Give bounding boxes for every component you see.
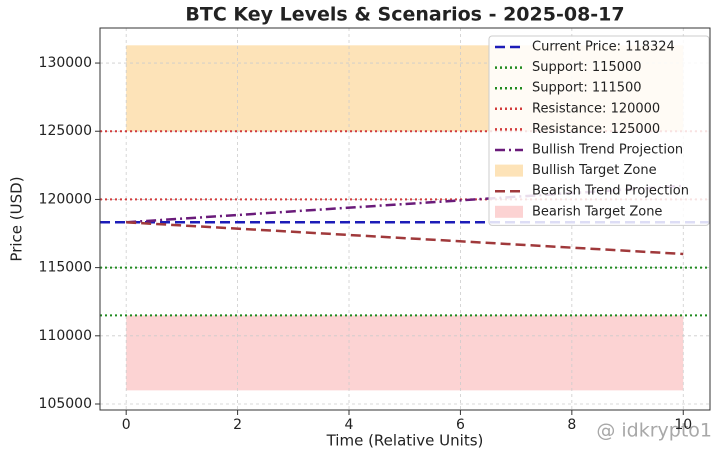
plot-frame	[99, 27, 711, 411]
legend: Current Price: 118324 Support: 115000 Supp…	[488, 35, 710, 226]
y-tick-label: 125000	[39, 123, 92, 139]
y-tick-label: 110000	[39, 328, 92, 344]
x-tick-label: 8	[567, 417, 576, 433]
x-tick-label: 0	[122, 417, 131, 433]
legend-label: Bullish Target Zone	[532, 163, 657, 178]
y-axis-label: Price (USD)	[8, 176, 26, 261]
target-zone	[126, 315, 684, 391]
x-tick-label: 6	[456, 417, 465, 433]
legend-swatch	[495, 205, 523, 218]
x-tick-label: 10	[674, 417, 692, 433]
legend-label: Support: 115000	[532, 60, 642, 75]
legend-label: Bearish Target Zone	[532, 204, 662, 219]
x-axis-label: Time (Relative Units)	[326, 432, 484, 450]
x-tick-label: 4	[345, 417, 354, 433]
watermark: @ idkrypto1	[596, 420, 712, 442]
x-tick-label: 2	[233, 417, 242, 433]
projection-line	[126, 221, 684, 256]
legend-swatch	[495, 164, 523, 177]
legend-label: Bearish Trend Projection	[532, 184, 689, 199]
y-tick-label: 115000	[39, 260, 92, 276]
legend-label: Resistance: 120000	[532, 101, 660, 116]
legend-box	[488, 35, 710, 226]
legend-label: Support: 111500	[532, 81, 642, 96]
chart-title: BTC Key Levels & Scenarios - 2025-08-17	[185, 4, 624, 26]
y-tick-label: 130000	[39, 55, 92, 71]
y-tick-label: 120000	[39, 191, 92, 207]
legend-label: Bullish Trend Projection	[532, 143, 683, 158]
legend-label: Resistance: 125000	[532, 122, 660, 137]
legend-label: Current Price: 118324	[532, 40, 675, 55]
y-tick-label: 105000	[39, 396, 92, 412]
